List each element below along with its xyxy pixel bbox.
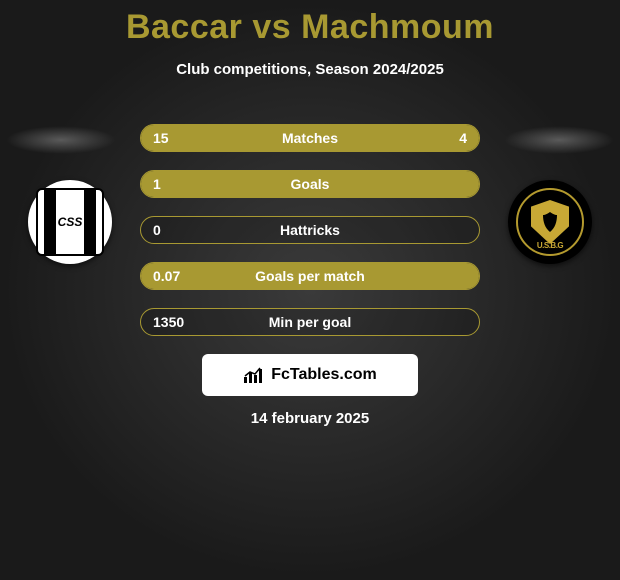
bar-label: Matches xyxy=(141,125,479,151)
bar-value-right: 4 xyxy=(459,125,467,151)
team-left-short: CSS xyxy=(56,215,85,229)
team-badge-right-inner: U.S.B.G xyxy=(516,188,584,256)
bar-chart-icon xyxy=(243,366,265,384)
brand-text: FcTables.com xyxy=(271,366,377,384)
team-badge-right: U.S.B.G xyxy=(508,180,592,264)
page-title: Baccar vs Machmoum xyxy=(0,0,620,47)
stat-bar: 1350 Min per goal xyxy=(140,308,480,336)
team-badge-left: CSS xyxy=(28,180,112,264)
page-subtitle: Club competitions, Season 2024/2025 xyxy=(0,61,620,78)
shadow-left xyxy=(6,126,116,154)
stat-bar: 1 Goals xyxy=(140,170,480,198)
stat-bars: 15 Matches 4 1 Goals 0 Hattricks 0.07 Go… xyxy=(140,124,480,354)
bar-label: Min per goal xyxy=(141,309,479,335)
team-right-short: U.S.B.G xyxy=(537,241,563,250)
bar-label: Goals xyxy=(141,171,479,197)
stat-bar: 0 Hattricks xyxy=(140,216,480,244)
team-badge-left-inner: CSS xyxy=(36,188,104,256)
stat-bar: 15 Matches 4 xyxy=(140,124,480,152)
shield-icon xyxy=(531,200,569,244)
shadow-right xyxy=(504,126,614,154)
bar-label: Hattricks xyxy=(141,217,479,243)
stat-bar: 0.07 Goals per match xyxy=(140,262,480,290)
brand-box[interactable]: FcTables.com xyxy=(202,354,418,396)
date-text: 14 february 2025 xyxy=(0,410,620,427)
bar-label: Goals per match xyxy=(141,263,479,289)
